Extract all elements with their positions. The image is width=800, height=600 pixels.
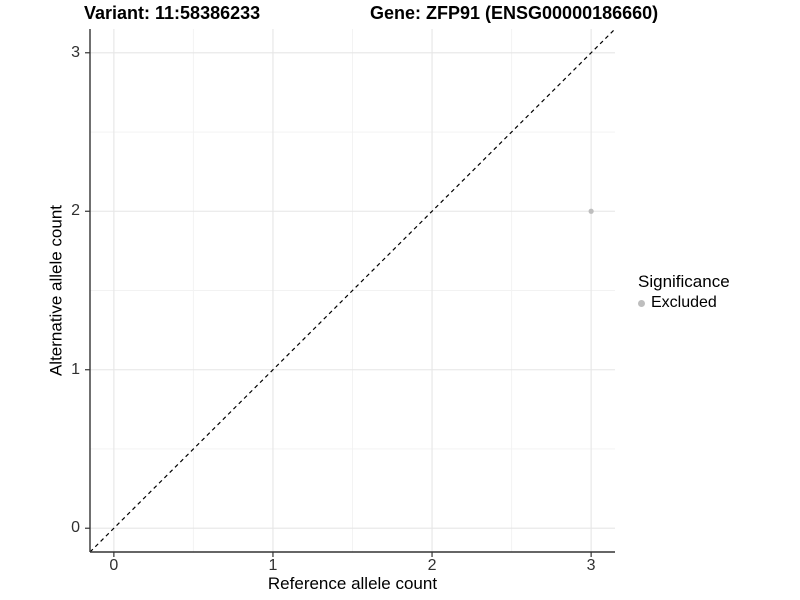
- x-tick-label: 2: [427, 557, 437, 574]
- legend-item-label: Excluded: [651, 294, 717, 311]
- y-tick-label: 0: [71, 519, 80, 537]
- y-tick-label: 3: [71, 43, 80, 61]
- data-point: [588, 208, 594, 214]
- y-axis-title: Alternative allele count: [46, 204, 66, 377]
- legend-item: Excluded: [638, 294, 730, 312]
- legend: Significance Excluded: [638, 272, 730, 312]
- identity-dashed-line: [89, 29, 616, 553]
- legend-title: Significance: [638, 272, 730, 291]
- x-tick-label: 0: [109, 557, 119, 574]
- legend-items: Excluded: [638, 294, 730, 312]
- y-tick-label: 1: [71, 360, 80, 378]
- plot-title-gene: Gene: ZFP91 (ENSG00000186660): [370, 3, 659, 23]
- y-tick-label: 2: [71, 202, 80, 220]
- x-axis-title: Reference allele count: [267, 574, 438, 593]
- legend-key-dot-icon: [638, 299, 645, 307]
- plot-title-variant: Variant: 11:58386233: [84, 3, 261, 23]
- x-tick-label: 3: [586, 557, 596, 574]
- x-tick-label: 1: [268, 557, 278, 574]
- plot-panel: [85, 29, 616, 557]
